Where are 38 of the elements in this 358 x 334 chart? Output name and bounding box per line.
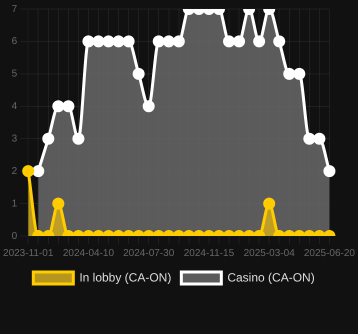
x-tick-label: 2025-03-04 — [244, 248, 296, 259]
legend-label: In lobby (CA-ON) — [79, 270, 172, 284]
y-tick-label: 7 — [12, 4, 18, 15]
point — [52, 100, 64, 112]
y-tick-label: 4 — [12, 101, 18, 112]
point — [313, 132, 326, 145]
point — [223, 35, 236, 48]
point — [62, 100, 74, 112]
point — [283, 68, 296, 80]
legend-label: Casino (CA-ON) — [227, 270, 315, 284]
y-tick-label: 2 — [12, 166, 18, 177]
x-tick-label: 2024-07-30 — [123, 248, 175, 259]
y-tick-label: 3 — [12, 133, 18, 144]
y-tick-label: 1 — [12, 198, 18, 210]
point — [152, 35, 165, 48]
point — [82, 35, 94, 48]
point — [172, 35, 185, 48]
y-tick-label: 0 — [12, 230, 18, 242]
x-tick-label: 2023-11-01 — [2, 248, 54, 259]
point — [132, 68, 145, 80]
y-tick-label: 5 — [12, 68, 18, 80]
point — [112, 35, 125, 48]
point — [293, 68, 306, 80]
point — [72, 132, 84, 145]
point — [122, 35, 135, 48]
point — [303, 132, 316, 145]
point — [92, 35, 104, 48]
point — [42, 132, 54, 145]
point — [142, 100, 155, 112]
point — [102, 35, 115, 48]
point — [162, 35, 175, 48]
point — [273, 35, 286, 48]
y-tick-label: 6 — [12, 36, 18, 48]
x-tick-label: 2024-11-15 — [184, 248, 235, 259]
x-tick-label: 2024-04-10 — [62, 248, 114, 259]
point — [253, 35, 266, 48]
point — [233, 35, 246, 48]
x-tick-label: 2025-06-20 — [304, 248, 356, 259]
